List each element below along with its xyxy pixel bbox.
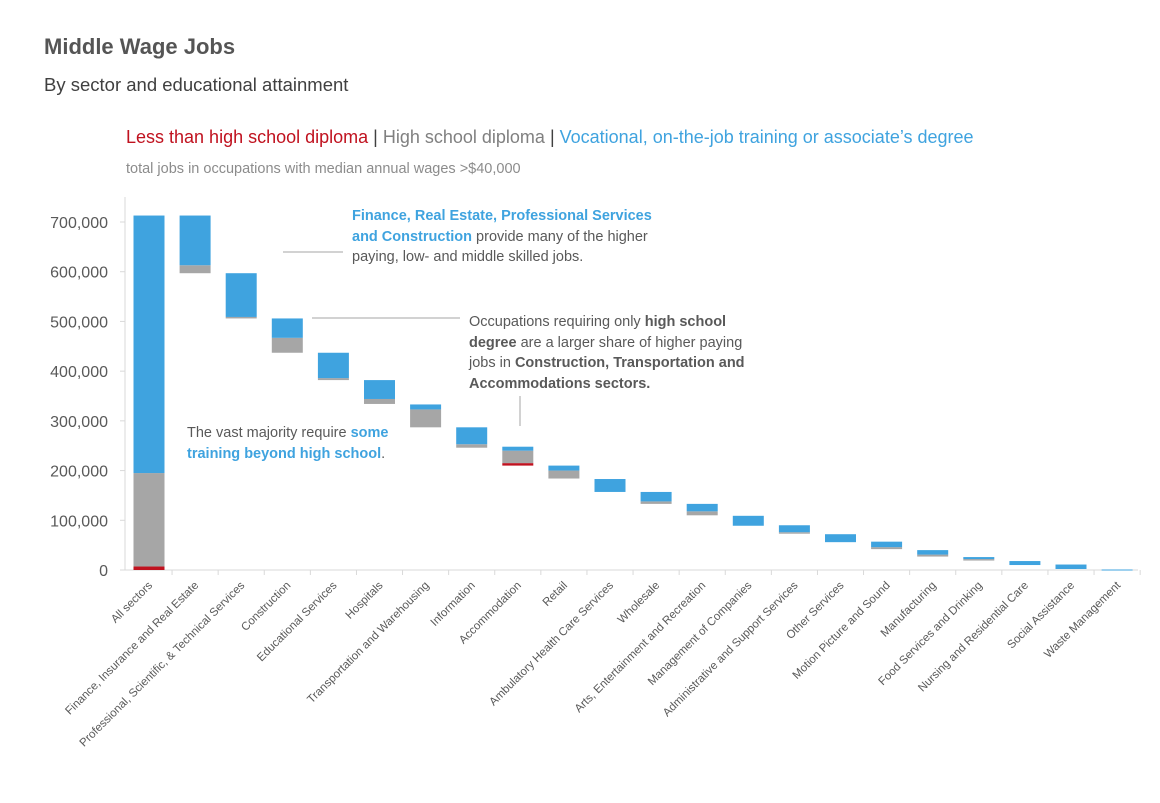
y-tick-label: 200,000 — [50, 464, 108, 481]
bar-segment-hs — [640, 501, 672, 504]
annotation-highschool: Occupations requiring only high school d… — [469, 312, 745, 394]
annotation-finance-text: provide many of the higher — [472, 228, 648, 245]
bar-segment-hs — [317, 378, 349, 381]
bar-segment-hs — [871, 547, 903, 550]
bar-segment-vocational — [1055, 564, 1087, 570]
bars-layer — [133, 215, 1133, 571]
x-category-label: Retail — [541, 580, 570, 609]
annotation-finance-highlight: Finance, Real Estate, Professional Servi… — [352, 208, 652, 224]
bar-segment-vocational — [1009, 561, 1041, 566]
chart-title: Middle Wage Jobs — [44, 34, 236, 59]
bar-segment-vocational — [917, 550, 949, 555]
annotation-highschool-bold: Accommodations sectors. — [469, 375, 651, 392]
bar-segment-vocational — [179, 215, 211, 266]
x-category-label: Professional, Scientific, & Technical Se… — [78, 579, 248, 749]
y-tick-label: 300,000 — [50, 414, 108, 431]
bar-segment-vocational — [1101, 569, 1133, 571]
chart-note: total jobs in occupations with median an… — [126, 161, 521, 177]
annotation-finance: Finance, Real Estate, Professional Servi… — [352, 206, 652, 268]
bar-segment-vocational — [963, 557, 995, 560]
annotation-finance-text: paying, low- and middle skilled jobs. — [352, 249, 584, 265]
y-tick-label: 500,000 — [50, 314, 108, 331]
bar-segment-vocational — [502, 446, 534, 451]
bar-segment-hs — [133, 473, 165, 567]
bar-segment-less-hs — [502, 463, 534, 466]
bar-segment-vocational — [640, 491, 672, 502]
annotation-leader-lines — [283, 251, 521, 426]
bar-segment-less-hs — [133, 566, 165, 570]
bar-segment-hs — [271, 337, 303, 353]
annotation-majority-highlight: training beyond high school — [187, 445, 382, 462]
bar-segment-hs — [364, 398, 395, 404]
legend-vocational: Vocational, on-the-job training or assoc… — [559, 127, 974, 147]
x-category-label: Hospitals — [344, 579, 386, 621]
bar-segment-vocational — [364, 380, 395, 399]
bar-segment-vocational — [871, 541, 903, 548]
y-tick-label: 0 — [99, 563, 108, 580]
y-tick-label: 600,000 — [50, 265, 108, 282]
labels-layer: 0 100,000 200,000 300,000 400,000 500,000 600,… — [50, 215, 1124, 749]
bar-segment-hs — [917, 554, 949, 557]
annotation-finance-highlight: and Construction — [352, 228, 473, 245]
bar-segment-vocational — [410, 404, 442, 410]
annotation-majority-text: . — [381, 445, 386, 462]
bar-segment-hs — [456, 444, 488, 448]
x-category-label: Information — [429, 580, 478, 629]
bar-segment-vocational — [456, 427, 488, 445]
y-tick-label: 700,000 — [50, 215, 108, 232]
legend-less-than-high-school: Less than high school diploma — [126, 127, 369, 147]
annotation-highschool-text: jobs in — [469, 355, 515, 371]
axis-layer — [120, 197, 1141, 575]
bar-segment-hs — [686, 511, 718, 516]
bar-segment-vocational — [271, 318, 303, 338]
bar-segment-hs — [963, 559, 995, 561]
annotation-highschool-bold: high school — [644, 314, 727, 330]
x-category-label: Motion Picture and Sound — [791, 580, 893, 682]
x-category-label: Educational Services — [255, 579, 340, 664]
bar-segment-hs — [548, 470, 580, 479]
legend: Less than high school diploma | High sch… — [126, 127, 974, 148]
x-category-label: Waste Management — [1042, 579, 1124, 661]
bar-segment-vocational — [778, 525, 810, 533]
bar-segment-vocational — [686, 503, 718, 512]
legend-high-school: High school diploma — [382, 127, 545, 147]
annotation-majority-text: The vast majority require — [187, 425, 351, 441]
y-tick-label: 400,000 — [50, 364, 108, 381]
bar-segment-vocational — [825, 534, 856, 543]
bar-segment-vocational — [133, 215, 165, 474]
annotation-majority: The vast majority require some training … — [187, 423, 388, 464]
bar-segment-hs — [502, 450, 534, 464]
chart-subtitle: By sector and educational attainment — [44, 74, 349, 95]
legend-separator: | — [368, 127, 383, 147]
bar-segment-hs — [778, 532, 810, 534]
bar-segment-vocational — [594, 479, 626, 492]
x-category-label: All sectors — [109, 579, 155, 625]
bar-segment-hs — [410, 409, 442, 428]
bar-segment-hs — [179, 265, 211, 274]
legend-separator: | — [544, 127, 560, 147]
annotation-highschool-bold: degree — [469, 334, 517, 351]
y-tick-label: 100,000 — [50, 513, 108, 530]
annotation-highschool-bold: Construction, Transportation and — [514, 355, 745, 371]
annotation-highschool-text: Occupations requiring only — [469, 314, 645, 330]
annotation-majority-highlight: some — [350, 425, 389, 441]
bar-segment-vocational — [548, 465, 580, 471]
bar-segment-vocational — [732, 515, 764, 526]
annotation-highschool-text: are a larger share of higher paying — [516, 334, 743, 351]
x-category-label: Wholesale — [616, 580, 662, 626]
bar-segment-vocational — [317, 352, 349, 379]
bar-segment-hs — [225, 316, 257, 319]
bar-segment-vocational — [225, 273, 257, 317]
